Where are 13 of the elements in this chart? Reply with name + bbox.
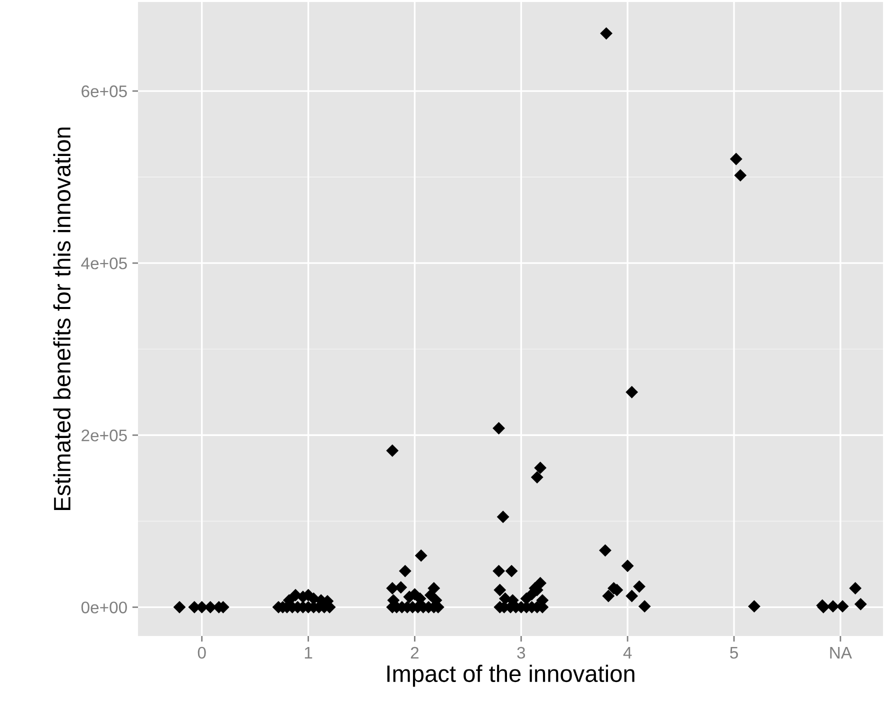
- y-tick-label: 4e+05: [81, 257, 127, 270]
- x-tick-label: 5: [730, 647, 738, 659]
- y-axis-title: Estimated benefits for this innovation: [53, 128, 71, 510]
- x-tick-label: 0: [198, 646, 206, 659]
- y-tick-label: 0e+00: [81, 602, 127, 614]
- x-tick-label: NA: [830, 647, 852, 658]
- x-tick-label: 2: [410, 646, 419, 658]
- x-tick-label: 3: [517, 646, 526, 659]
- x-tick-label: 4: [623, 647, 632, 658]
- y-tick-label: 2e+05: [82, 430, 127, 442]
- x-tick-label: 1: [304, 647, 312, 658]
- x-axis-title: Impact of the innovation: [387, 664, 634, 687]
- y-tick-label: 6e+05: [82, 85, 127, 98]
